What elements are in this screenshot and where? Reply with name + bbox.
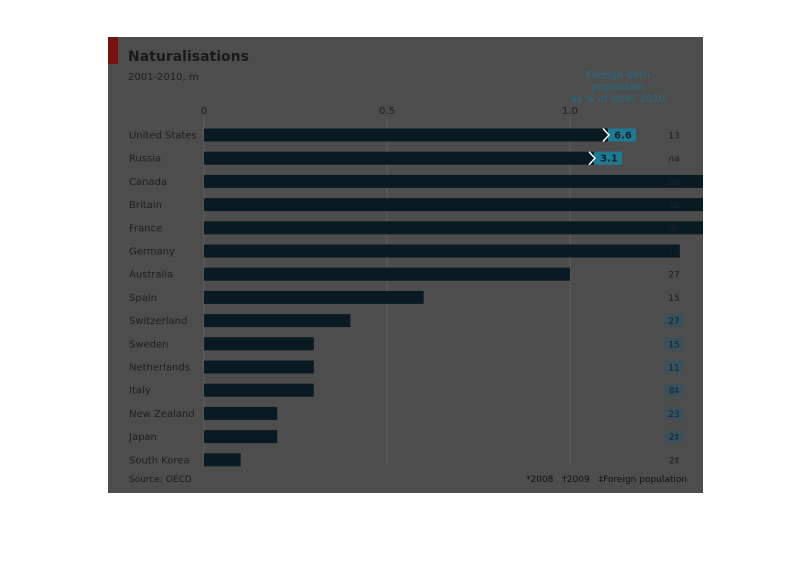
bar [204,453,241,467]
foreign-born-header: Foreign-born population as % of total, 2… [570,70,666,105]
category-label: New Zealand [129,409,195,420]
category-label: South Korea [129,455,190,466]
chart-subtitle: 2001-2010, m [128,72,199,83]
bar [204,151,598,165]
footnote-2009: †2009 [562,475,590,485]
bar-value-box [594,151,622,165]
x-tick-label: 0.5 [379,106,395,117]
x-tick-label: 0 [201,106,207,117]
bar [204,290,424,304]
category-label: Spain [129,293,157,304]
category-label: United States [129,131,197,142]
bar [204,337,314,351]
bar [204,406,278,420]
category-label: Australia [129,270,173,281]
bar-value-label: 3.1 [600,154,618,165]
foreign-born-value: 9* [669,224,680,234]
x-tick-label: 1.0 [562,106,578,117]
foreign-born-value: 2‡ [669,433,680,443]
footnote-foreign-population: ‡Foreign population [598,475,688,485]
category-label: Switzerland [129,316,187,327]
foreign-born-value: 11 [668,364,679,374]
foreign-born-value: 13 [668,132,679,142]
foreign-born-value: na [668,155,679,165]
category-label: Russia [129,154,161,165]
axis-break [602,127,611,143]
category-label: Canada [129,177,167,188]
foreign-born-value: 15 [668,340,679,350]
bar [204,174,703,188]
bar [204,383,314,397]
chart-title: Naturalisations [128,49,249,65]
foreign-born-value: 20 [668,178,680,188]
axis-break [588,151,597,166]
foreign-born-box [665,430,683,443]
category-label: France [129,223,162,234]
footnotes: *2008 †2009 ‡Foreign population [526,475,693,485]
bar [204,430,278,444]
foreign-born-value: 15 [668,294,679,304]
foreign-born-value: 2‡ [669,456,680,466]
bar [204,198,703,212]
bar [204,314,351,328]
source-note: Source: OECD [129,475,192,485]
foreign-born-box [665,384,683,397]
foreign-born-value: 27 [668,317,679,327]
bar [204,221,703,235]
bar-value-label: 6.6 [614,131,632,142]
category-label: Britain [129,200,162,211]
bar [204,128,608,142]
foreign-born-box [665,407,683,420]
category-label: Netherlands [129,363,190,374]
footnote-2008: *2008 [526,475,554,485]
chart-panel: Naturalisations 2001-2010, m Foreign-bor… [108,37,703,493]
foreign-born-value: 8‡ [669,387,680,397]
bar-value-box [608,128,636,142]
foreign-born-value: 27 [668,271,679,281]
bar [204,360,314,374]
foreign-born-value: 13 [668,248,679,258]
bar [204,267,570,281]
category-label: Japan [128,432,157,443]
category-label: Italy [129,386,151,397]
foreign-born-value: 12 [668,201,679,211]
bar [204,244,680,258]
accent-bar [108,37,118,64]
foreign-born-box [665,337,683,350]
foreign-born-box [665,314,683,327]
category-label: Sweden [129,339,169,350]
category-label: Germany [129,247,175,258]
foreign-born-value: 23 [668,410,679,420]
foreign-born-box [665,361,683,373]
